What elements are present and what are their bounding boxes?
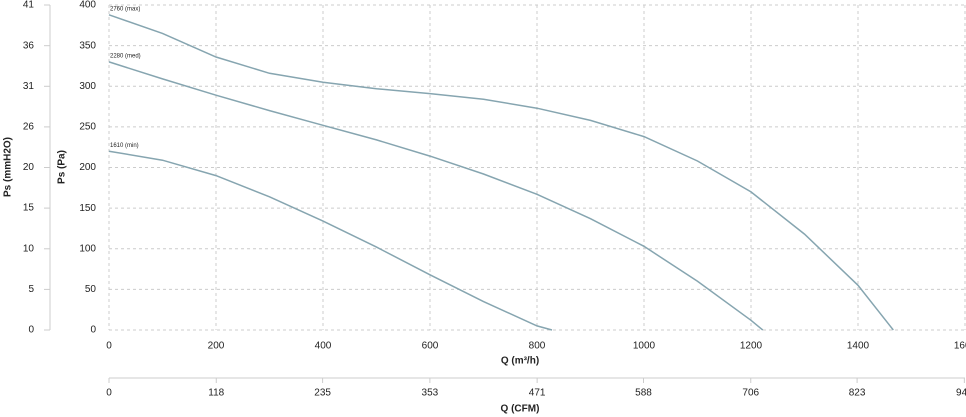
y-tick-label: 200 (79, 162, 96, 173)
x-tick-label: 200 (208, 341, 225, 352)
y-tick-label: 300 (79, 81, 96, 92)
x2-tick-label: 823 (849, 388, 866, 399)
x-tick-label: 600 (422, 341, 439, 352)
x-tick-label: 0 (106, 341, 112, 352)
y2-tick-label: 36 (23, 40, 35, 51)
y-tick-label: 0 (90, 325, 96, 336)
x-tick-label: 1600 (954, 341, 966, 352)
curve (108, 61, 764, 331)
curve (108, 150, 553, 331)
y-tick-label: 150 (79, 203, 96, 214)
x2-tick-label: 941 (956, 388, 966, 399)
x2-tick-label: 471 (529, 388, 546, 399)
y2-tick-label: 31 (23, 81, 35, 92)
y2-tick-label: 0 (28, 325, 34, 336)
x2-tick-label: 588 (635, 388, 652, 399)
x2-tick-label: 706 (742, 388, 759, 399)
x2-tick-label: 235 (314, 388, 331, 399)
y2-tick-label: 26 (23, 122, 35, 133)
x-tick-label: 800 (529, 341, 546, 352)
curve-label: 1610 (min) (110, 143, 139, 149)
y2-tick-label: 15 (23, 203, 35, 214)
x2-axis-title: Q (CFM) (501, 404, 540, 415)
y2-tick-label: 5 (28, 284, 34, 295)
x-tick-label: 1200 (740, 341, 763, 352)
x-tick-label: 1000 (633, 341, 656, 352)
y2-axis-title: Ps (mmH2O) (3, 137, 14, 197)
curve-label: 2760 (max) (110, 6, 140, 12)
x2-tick-label: 353 (422, 388, 439, 399)
y-tick-label: 100 (79, 243, 96, 254)
y-tick-label: 250 (79, 122, 96, 133)
y-axis-title: Ps (Pa) (57, 150, 68, 184)
y2-tick-label: 41 (23, 0, 35, 11)
y2-tick-label: 10 (23, 243, 35, 254)
x2-tick-label: 0 (106, 388, 112, 399)
x-tick-label: 400 (315, 341, 332, 352)
x-axis-title: Q (m³/h) (501, 356, 539, 367)
x2-tick-label: 118 (208, 388, 224, 399)
curve-label: 2280 (med) (110, 53, 141, 59)
x-tick-label: 1400 (847, 341, 870, 352)
y-tick-label: 400 (79, 0, 96, 11)
y2-tick-label: 20 (23, 162, 35, 173)
curve (108, 14, 894, 331)
y-tick-label: 350 (79, 40, 96, 51)
y-tick-label: 50 (85, 284, 97, 295)
